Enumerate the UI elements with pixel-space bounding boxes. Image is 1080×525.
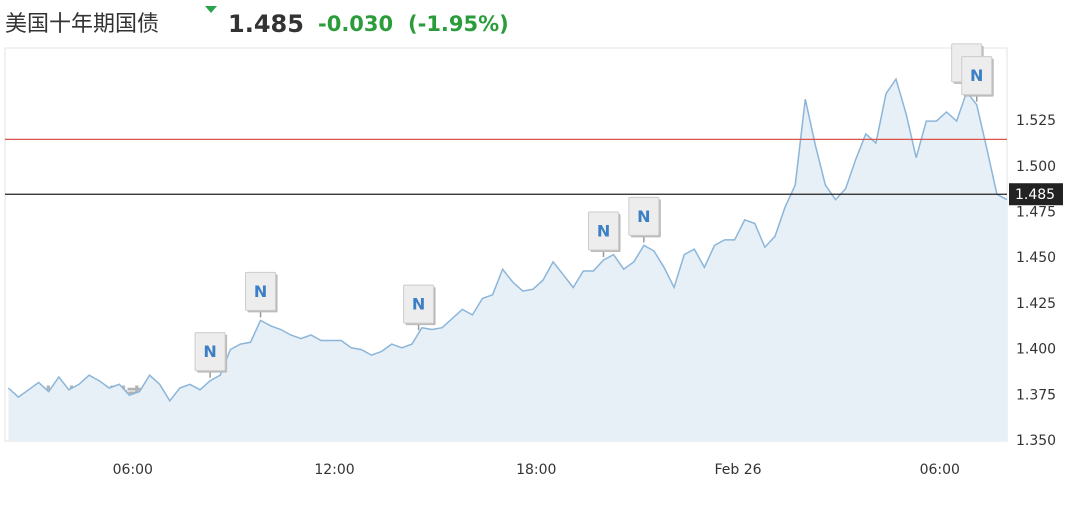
- y-tick-label: 1.375: [1016, 387, 1056, 403]
- news-marker: N: [588, 211, 621, 258]
- news-label: N: [637, 207, 650, 226]
- y-tick-label: 1.475: [1016, 205, 1056, 221]
- x-tick-label: 12:00: [314, 462, 354, 478]
- news-label: N: [970, 66, 983, 85]
- price: 1.485: [228, 10, 304, 38]
- y-tick-label: 1.525: [1016, 113, 1056, 129]
- change-percent: (-1.95%): [408, 12, 509, 36]
- area: [8, 79, 1007, 441]
- current-label-box: [1009, 183, 1063, 206]
- y-tick-label: 1.400: [1016, 342, 1056, 358]
- news-box: [194, 332, 226, 372]
- news-box: [245, 271, 277, 311]
- news-label: N: [597, 222, 610, 241]
- x-tick-label: 06:00: [113, 462, 153, 478]
- news-marker: N: [245, 271, 278, 318]
- news-marker: N: [961, 56, 994, 102]
- news-label: N: [203, 342, 216, 361]
- news-marker: N: [194, 332, 228, 378]
- news-label: N: [412, 295, 425, 314]
- x-tick-label: 06:00: [920, 462, 960, 478]
- x-tick-label: 18:00: [516, 462, 556, 478]
- status-icon: [205, 6, 217, 13]
- y-tick-label: 1.500: [1016, 159, 1056, 175]
- news-label: N: [254, 282, 267, 301]
- y-tick-label: 1.425: [1016, 296, 1056, 312]
- y-tick-label: 1.350: [1016, 433, 1056, 449]
- news-marker: N: [628, 196, 661, 243]
- current-label: 1.485: [1015, 187, 1055, 203]
- change: -0.030: [318, 12, 393, 36]
- chart-title: 美国十年期国债: [5, 12, 159, 37]
- news-marker: N: [403, 284, 436, 331]
- news-box: [628, 196, 660, 236]
- news-box: [588, 211, 620, 251]
- news-box: [961, 56, 993, 96]
- news-box: [403, 284, 435, 324]
- y-tick-label: 1.450: [1016, 250, 1056, 266]
- x-tick-label: Feb 26: [714, 462, 761, 478]
